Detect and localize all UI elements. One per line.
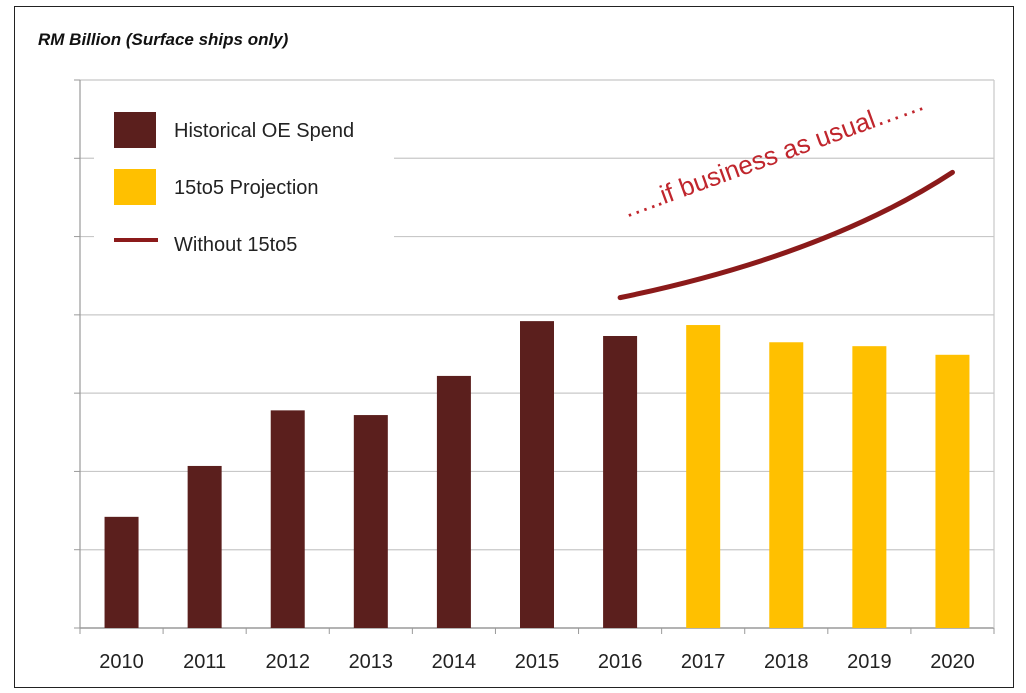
bar-2011 xyxy=(187,465,222,628)
bar-2010 xyxy=(104,516,139,628)
annotation-text: …..if business as usual…… xyxy=(618,86,928,223)
x-tick-label: 2012 xyxy=(265,651,310,673)
without-15to5-line xyxy=(617,169,955,301)
x-tick-label: 2014 xyxy=(432,651,477,673)
legend-swatch xyxy=(114,169,156,205)
legend-label: 15to5 Projection xyxy=(174,177,319,199)
bar-2012 xyxy=(270,410,305,628)
x-tick-label: 2015 xyxy=(515,651,560,673)
x-tick-label: 2010 xyxy=(99,651,144,673)
legend-swatch xyxy=(114,112,156,148)
legend-label: Without 15to5 xyxy=(174,234,297,256)
x-tick-label: 2016 xyxy=(598,651,643,673)
x-tick-label: 2018 xyxy=(764,651,809,673)
x-tick-label: 2011 xyxy=(183,651,226,673)
trend-line-layer xyxy=(617,169,955,301)
bar-2019 xyxy=(852,346,887,628)
unit-label: RM Billion (Surface ships only) xyxy=(38,30,289,49)
bars xyxy=(104,321,970,628)
bar-2013 xyxy=(353,415,388,628)
legend: Historical OE Spend 15to5 Projection Witho… xyxy=(94,96,394,266)
legend-label: Historical OE Spend xyxy=(174,120,354,142)
bar-2020 xyxy=(935,354,970,628)
x-axis-ticks: 2010 2011 2012 2013 2014 2015 2016 2017 2018 2019… xyxy=(99,651,974,673)
x-tick-label: 2013 xyxy=(349,651,394,673)
bar-2015 xyxy=(520,321,554,628)
x-tick-label: 2020 xyxy=(930,651,975,673)
bar-2017 xyxy=(686,325,721,628)
annotation-layer: …..if business as usual…… xyxy=(618,86,928,223)
bar-2014 xyxy=(436,375,471,628)
bar-2016 xyxy=(603,335,638,628)
x-tick-label: 2017 xyxy=(681,651,726,673)
x-tick-label: 2019 xyxy=(847,651,892,673)
bar-2018 xyxy=(769,342,804,628)
